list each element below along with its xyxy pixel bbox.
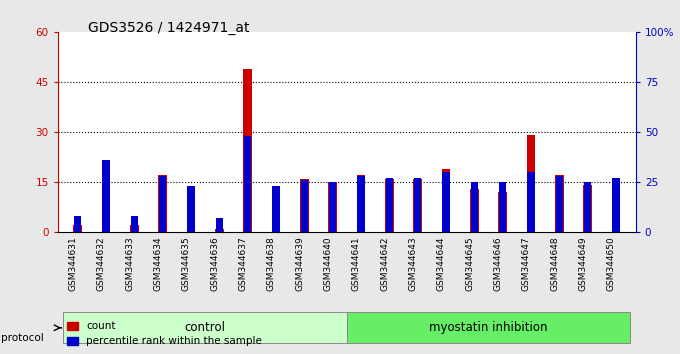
Bar [357,175,365,232]
Bar [244,136,251,232]
Bar [527,135,535,232]
Bar [413,179,422,232]
Text: GSM344636: GSM344636 [210,236,220,291]
Text: GSM344650: GSM344650 [607,236,616,291]
Bar [158,175,167,232]
Bar [188,186,194,232]
Text: GSM344649: GSM344649 [579,236,588,291]
Bar [385,179,394,232]
Text: protocol: protocol [1,333,44,343]
Text: GSM344639: GSM344639 [295,236,305,291]
Bar [273,186,279,232]
Bar [243,69,252,232]
Bar [613,178,619,232]
Bar [63,312,347,343]
Text: GSM344644: GSM344644 [437,236,446,291]
Text: GDS3526 / 1424971_at: GDS3526 / 1424971_at [88,21,250,35]
Text: GSM344648: GSM344648 [550,236,560,291]
Bar [471,182,478,232]
Bar [498,192,507,232]
Bar [131,216,138,232]
Bar [102,162,110,232]
Bar [470,189,479,232]
Text: GSM344637: GSM344637 [239,236,248,291]
Bar [583,185,592,232]
Bar [328,182,337,232]
Text: GSM344634: GSM344634 [154,236,163,291]
Text: GSM344646: GSM344646 [494,236,503,291]
Bar [329,182,336,232]
Text: control: control [185,321,226,334]
Bar [414,178,421,232]
Text: GSM344640: GSM344640 [324,236,333,291]
Bar [103,160,109,232]
Bar [442,169,450,232]
Text: GSM344643: GSM344643 [409,236,418,291]
Bar [584,182,591,232]
Bar [555,175,564,232]
Bar [130,225,139,232]
Bar [300,179,309,232]
Legend: count, percentile rank within the sample: count, percentile rank within the sample [63,317,266,350]
Text: GSM344645: GSM344645 [465,236,475,291]
Text: GSM344632: GSM344632 [97,236,106,291]
Bar [73,225,82,232]
Bar [301,180,308,232]
Bar [272,189,280,232]
Bar [347,312,630,343]
Bar [215,229,224,232]
Bar [556,176,563,232]
Text: GSM344633: GSM344633 [125,236,135,291]
Bar [499,182,506,232]
Bar [187,192,195,232]
Bar [216,218,223,232]
Text: GSM344638: GSM344638 [267,236,276,291]
Text: GSM344635: GSM344635 [182,236,191,291]
Text: GSM344631: GSM344631 [69,236,78,291]
Text: myostatin inhibition: myostatin inhibition [429,321,547,334]
Text: GSM344641: GSM344641 [352,236,361,291]
Text: GSM344642: GSM344642 [380,236,390,291]
Bar [443,172,449,232]
Bar [528,172,534,232]
Text: GSM344647: GSM344647 [522,236,531,291]
Bar [612,179,620,232]
Bar [74,216,81,232]
Bar [159,176,166,232]
Bar [358,176,364,232]
Bar [386,178,393,232]
